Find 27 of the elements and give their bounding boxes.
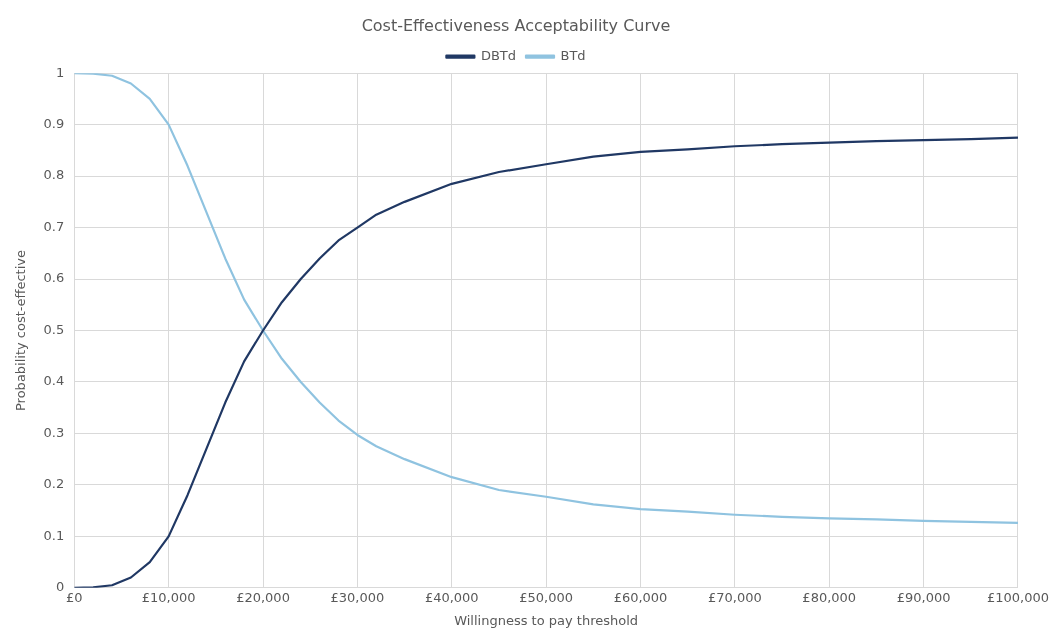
- y-axis-title: Probability cost-effective: [13, 249, 29, 412]
- x-tick-label: £60,000: [613, 589, 668, 605]
- y-tick-label: 0.3: [43, 424, 65, 440]
- x-tick-label: £10,000: [141, 589, 196, 605]
- y-tick-label: 0.2: [43, 476, 65, 492]
- y-tick-label: 0.4: [43, 373, 65, 389]
- x-tick-label: £40,000: [424, 589, 479, 605]
- y-tick-label: 0.6: [43, 270, 65, 286]
- y-tick-label: 0.1: [43, 527, 65, 543]
- chart-title: Cost-Effectiveness Acceptability Curve: [361, 15, 671, 35]
- y-tick-label: 0.7: [43, 218, 65, 234]
- x-tick-label: £70,000: [707, 589, 762, 605]
- y-tick-label: 0.5: [43, 321, 65, 337]
- y-tick-label: 0.9: [43, 116, 65, 132]
- x-tick-label: £90,000: [896, 589, 951, 605]
- y-tick-label: 0: [55, 579, 65, 595]
- x-tick-label: £30,000: [330, 589, 385, 605]
- x-tick-label: £50,000: [519, 589, 574, 605]
- x-tick-label: £0: [66, 589, 83, 605]
- x-axis-title: Willingness to pay threshold: [454, 612, 639, 628]
- legend-label: BTd: [560, 48, 586, 64]
- y-tick-label: 0.8: [43, 167, 65, 183]
- y-tick-label: 1: [55, 64, 65, 80]
- legend-label: DBTd: [480, 48, 517, 64]
- x-tick-label: £100,000: [986, 589, 1049, 605]
- x-tick-label: £20,000: [236, 589, 290, 605]
- x-tick-label: £80,000: [802, 589, 857, 605]
